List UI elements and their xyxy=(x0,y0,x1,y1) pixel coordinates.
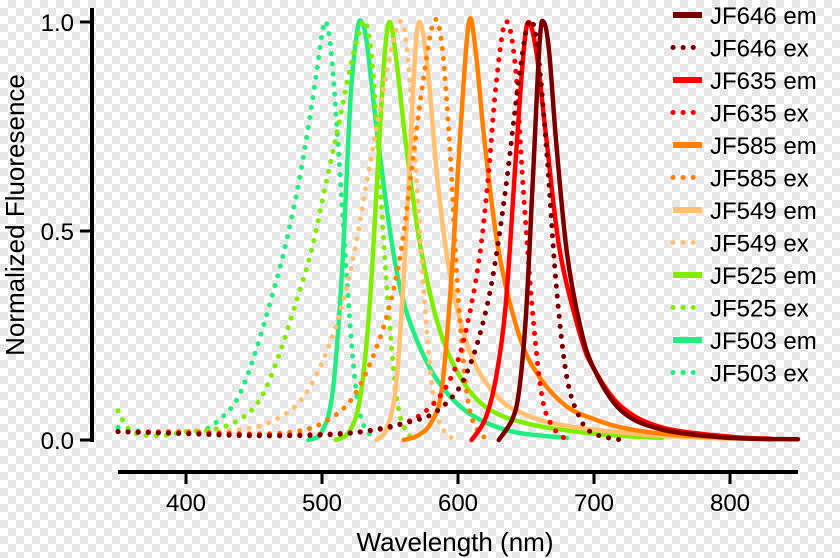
y-tick-label: 0.5 xyxy=(41,219,74,246)
legend-label: JF585 em xyxy=(710,133,817,160)
x-tick-label: 700 xyxy=(574,490,614,517)
y-tick-label: 1.0 xyxy=(41,10,74,37)
y-ticks: 0.0 0.5 1.0 xyxy=(41,10,92,455)
legend-label: JF585 ex xyxy=(710,166,809,193)
series-line-jf585-em xyxy=(401,16,774,443)
legend-label: JF549 em xyxy=(710,198,817,225)
y-tick-label: 0.0 xyxy=(41,428,74,455)
x-ticks: 400 500 600 700 800 xyxy=(166,472,750,517)
series-line-jf525-ex xyxy=(115,18,420,443)
legend-label: JF503 em xyxy=(710,328,817,355)
series-line-jf503-em xyxy=(306,18,570,443)
x-tick-label: 500 xyxy=(302,490,342,517)
legend-label: JF525 em xyxy=(710,263,817,290)
legend-label: JF525 ex xyxy=(710,296,809,323)
legend-label: JF635 ex xyxy=(710,101,809,128)
series-line-jf585-ex xyxy=(115,16,495,443)
series-line-jf646-em xyxy=(496,18,801,443)
series-line-jf525-em xyxy=(333,19,665,443)
legend-label: JF646 ex xyxy=(710,36,809,63)
y-axis-title: Normalized Fluoresence xyxy=(0,74,30,356)
legend-label: JF646 em xyxy=(710,3,817,30)
x-tick-label: 400 xyxy=(166,490,206,517)
plot-lines xyxy=(115,16,801,443)
legend: JF646 em JF646 ex JF635 em JF635 ex JF585 em… xyxy=(670,3,817,388)
series-line-jf503-ex xyxy=(115,18,379,443)
x-axis-title: Wavelength (nm) xyxy=(357,527,554,557)
legend-label: JF635 em xyxy=(710,68,817,95)
legend-label: JF549 ex xyxy=(710,231,809,258)
x-tick-label: 800 xyxy=(710,490,750,517)
series-line-jf646-ex xyxy=(115,17,624,443)
x-tick-label: 600 xyxy=(438,490,478,517)
legend-label: JF503 ex xyxy=(710,361,809,388)
series-line-jf549-ex xyxy=(115,18,461,443)
series-line-jf549-em xyxy=(374,19,733,443)
